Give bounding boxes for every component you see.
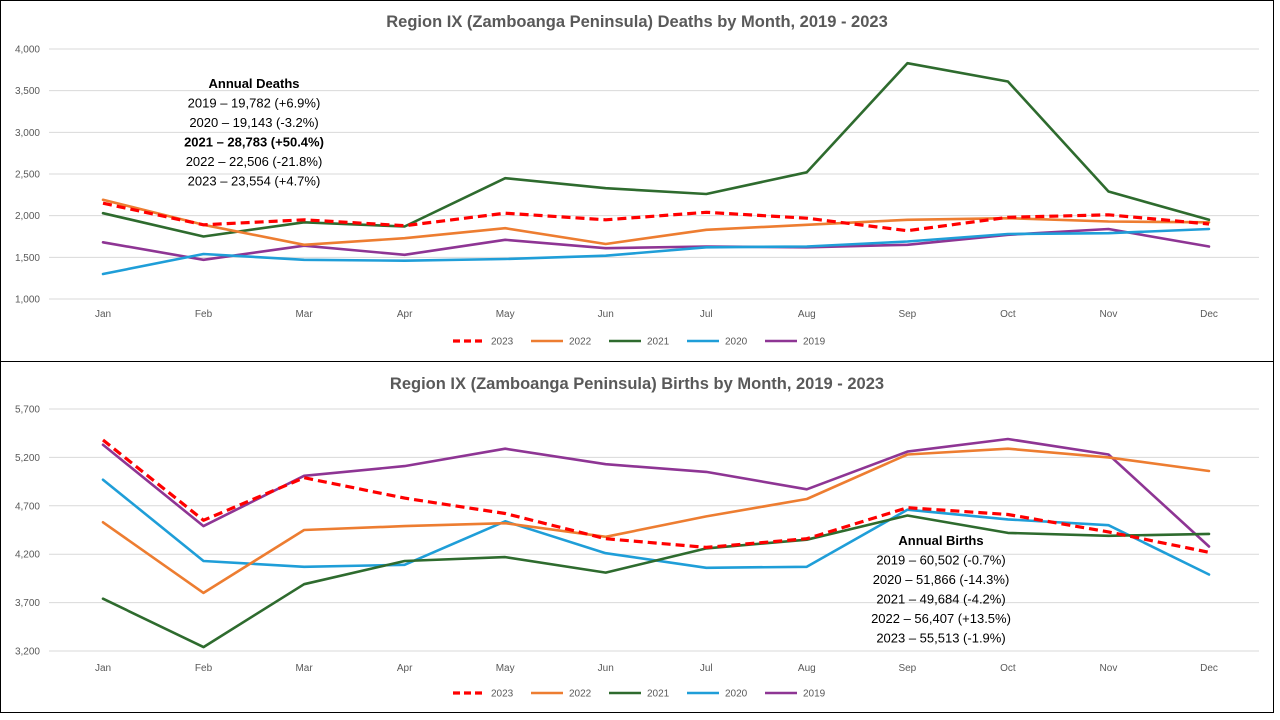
x-tick-label: Jul	[700, 663, 713, 674]
legend-label-2019: 2019	[803, 689, 826, 700]
x-tick-label: Sep	[898, 663, 916, 674]
legend-label-2022: 2022	[569, 689, 592, 700]
series-line-2021	[101, 61, 1211, 238]
x-tick-label: Oct	[1000, 663, 1016, 674]
x-tick-label: Apr	[397, 663, 413, 674]
series-line-2022	[101, 447, 1211, 595]
x-tick-label: Mar	[295, 663, 313, 674]
x-tick-label: Nov	[1100, 663, 1118, 674]
series-line-2019	[101, 437, 1211, 548]
x-tick-label: Mar	[295, 309, 313, 320]
annotation-heading: Annual Deaths	[208, 76, 299, 91]
annotation-line: 2019 – 60,502 (-0.7%)	[876, 553, 1005, 568]
series-line-2022	[101, 198, 1211, 247]
x-tick-label: Sep	[898, 309, 916, 320]
annotation-line: 2021 – 28,783 (+50.4%)	[184, 135, 324, 150]
legend-label-2023: 2023	[491, 337, 514, 348]
chart-title: Region IX (Zamboanga Peninsula) Deaths b…	[386, 13, 888, 31]
annotation-line: 2021 – 49,684 (-4.2%)	[876, 592, 1005, 607]
x-tick-label: Oct	[1000, 309, 1016, 320]
y-tick-label: 2,000	[15, 211, 40, 222]
annotation-line: 2022 – 22,506 (-21.8%)	[186, 154, 323, 169]
annotation-line: 2023 – 23,554 (+4.7%)	[188, 174, 321, 189]
y-tick-label: 3,700	[15, 598, 40, 609]
x-tick-label: Feb	[195, 663, 213, 674]
x-tick-label: Dec	[1200, 663, 1218, 674]
annotation-line: 2020 – 51,866 (-14.3%)	[873, 572, 1010, 587]
y-tick-label: 3,500	[15, 86, 40, 97]
y-tick-label: 5,700	[15, 405, 40, 416]
births-chart-panel: Region IX (Zamboanga Peninsula) Births b…	[0, 361, 1274, 713]
y-tick-label: 4,200	[15, 550, 40, 561]
x-tick-label: May	[496, 309, 515, 320]
series-line-2023	[102, 438, 1210, 554]
annotation-line: 2022 – 56,407 (+13.5%)	[871, 611, 1011, 626]
annotation-line: 2023 – 55,513 (-1.9%)	[876, 631, 1005, 646]
legend-label-2021: 2021	[647, 337, 670, 348]
series-line-2020	[101, 227, 1211, 276]
y-tick-label: 1,500	[15, 253, 40, 264]
series-line-2023	[102, 201, 1210, 233]
deaths-chart: Region IX (Zamboanga Peninsula) Deaths b…	[15, 13, 1259, 348]
annotation-line: 2019 – 19,782 (+6.9%)	[188, 96, 321, 111]
annotation-heading: Annual Births	[898, 533, 983, 548]
y-tick-label: 5,200	[15, 453, 40, 464]
y-tick-label: 1,000	[15, 295, 40, 306]
x-tick-label: Dec	[1200, 309, 1218, 320]
legend-label-2023: 2023	[491, 689, 514, 700]
y-tick-label: 4,000	[15, 45, 40, 56]
x-tick-label: Jan	[95, 309, 111, 320]
x-tick-label: Jul	[700, 309, 713, 320]
deaths-chart-panel: Region IX (Zamboanga Peninsula) Deaths b…	[0, 0, 1274, 362]
y-tick-label: 3,000	[15, 128, 40, 139]
series-line-2021	[101, 514, 1211, 649]
legend-label-2019: 2019	[803, 337, 826, 348]
x-tick-label: Apr	[397, 309, 413, 320]
chart-title: Region IX (Zamboanga Peninsula) Births b…	[390, 375, 884, 393]
x-tick-label: Nov	[1100, 309, 1118, 320]
x-tick-label: Feb	[195, 309, 213, 320]
x-tick-label: Aug	[798, 663, 816, 674]
y-tick-label: 2,500	[15, 170, 40, 181]
births-chart: Region IX (Zamboanga Peninsula) Births b…	[15, 375, 1259, 700]
x-tick-label: Aug	[798, 309, 816, 320]
y-tick-label: 3,200	[15, 647, 40, 658]
legend-label-2021: 2021	[647, 689, 670, 700]
y-tick-label: 4,700	[15, 501, 40, 512]
x-tick-label: May	[496, 663, 515, 674]
legend-label-2022: 2022	[569, 337, 592, 348]
x-tick-label: Jun	[598, 663, 614, 674]
x-tick-label: Jun	[598, 309, 614, 320]
annotation-line: 2020 – 19,143 (-3.2%)	[189, 115, 318, 130]
legend-label-2020: 2020	[725, 689, 748, 700]
x-tick-label: Jan	[95, 663, 111, 674]
legend-label-2020: 2020	[725, 337, 748, 348]
